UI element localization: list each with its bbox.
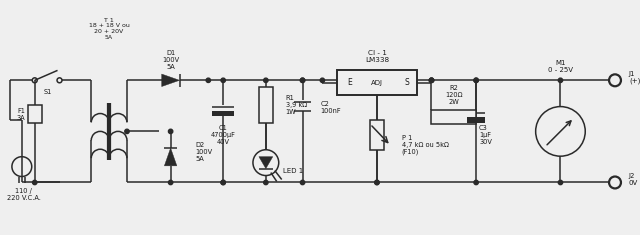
Text: R1
3,9 kΩ
1W: R1 3,9 kΩ 1W [285, 95, 307, 115]
Text: T 1
18 + 18 V ou
20 + 20V
5A: T 1 18 + 18 V ou 20 + 20V 5A [89, 18, 129, 40]
Circle shape [429, 78, 434, 82]
Text: C1
4700μF
40V: C1 4700μF 40V [211, 125, 236, 145]
Polygon shape [259, 157, 273, 168]
Circle shape [300, 180, 305, 185]
Text: ADJ: ADJ [371, 80, 383, 86]
Circle shape [558, 78, 563, 82]
Text: J1
(+): J1 (+) [629, 70, 640, 84]
Text: R2
120Ω
2W: R2 120Ω 2W [445, 85, 463, 105]
Text: D2
100V
5A: D2 100V 5A [195, 142, 212, 162]
FancyBboxPatch shape [259, 87, 273, 123]
Circle shape [206, 78, 211, 82]
Circle shape [221, 180, 225, 185]
Text: F1
3A: F1 3A [17, 108, 25, 121]
FancyBboxPatch shape [370, 120, 384, 150]
Circle shape [320, 78, 324, 82]
Text: S: S [404, 78, 409, 87]
Circle shape [474, 78, 478, 82]
Circle shape [375, 180, 379, 185]
Text: 110 /
220 V.C.A.: 110 / 220 V.C.A. [7, 188, 41, 201]
Circle shape [221, 78, 225, 82]
Circle shape [375, 180, 379, 185]
Circle shape [429, 78, 434, 82]
Text: E: E [347, 78, 351, 87]
Circle shape [168, 129, 173, 133]
FancyBboxPatch shape [28, 105, 42, 123]
Circle shape [264, 180, 268, 185]
FancyBboxPatch shape [467, 117, 485, 123]
Text: D1
100V
5A: D1 100V 5A [162, 51, 179, 70]
Text: S1: S1 [44, 89, 52, 95]
Text: C2
100nF: C2 100nF [321, 101, 341, 114]
Text: LED 1: LED 1 [283, 168, 303, 174]
FancyBboxPatch shape [431, 110, 476, 124]
Circle shape [300, 78, 305, 82]
Circle shape [168, 180, 173, 185]
Text: CI - 1
LM338: CI - 1 LM338 [365, 50, 389, 63]
Circle shape [474, 78, 478, 82]
Circle shape [558, 180, 563, 185]
Polygon shape [164, 148, 177, 166]
Text: P 1
4,7 kΩ ou 5kΩ
(F10): P 1 4,7 kΩ ou 5kΩ (F10) [402, 134, 449, 155]
Text: M1
0 - 25V: M1 0 - 25V [548, 60, 573, 73]
Circle shape [264, 78, 268, 82]
Circle shape [125, 129, 129, 133]
Circle shape [221, 180, 225, 185]
Circle shape [474, 180, 478, 185]
FancyBboxPatch shape [337, 70, 417, 95]
Circle shape [33, 180, 37, 185]
Text: J2
0V: J2 0V [629, 173, 638, 186]
Circle shape [300, 78, 305, 82]
Circle shape [429, 78, 434, 82]
FancyBboxPatch shape [212, 111, 234, 116]
Polygon shape [162, 74, 180, 86]
Text: C3
1μF
30V: C3 1μF 30V [479, 125, 492, 145]
